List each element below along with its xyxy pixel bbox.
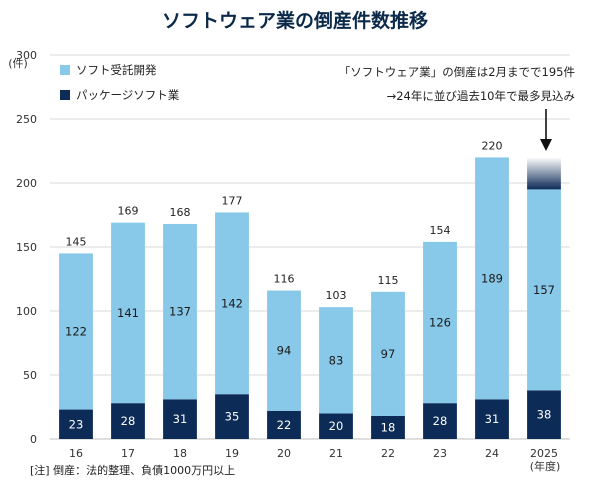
bar-segment [215,394,249,439]
bar-segment [371,291,405,416]
bar-segment [527,189,561,391]
bar-value-label: 141 [117,306,139,320]
projection-segment [527,157,561,190]
bar-value-label: 126 [429,316,451,330]
x-tick-label: 22 [381,447,395,460]
bar-segment [319,413,353,439]
x-tick-label: 19 [225,447,239,460]
bar-segment [423,403,457,439]
bar-total-label: 116 [274,273,295,286]
bar-total-label: 169 [118,205,139,218]
x-axis-ticks: 16 17 18 19 20 21 22 23 24 2025 [69,447,558,460]
x-tick-label: 20 [277,447,291,460]
bar-segment [267,290,301,411]
bar-value-label: 94 [277,344,292,358]
bar-value-label: 22 [277,418,292,432]
legend-swatch [60,65,70,75]
bar-value-label: 35 [225,410,240,424]
bar-value-label: 189 [481,271,503,285]
y-tick-label: 150 [16,241,37,254]
bar-segment [215,212,249,395]
chart-title: ソフトウェア業の倒産件数推移 [162,9,428,32]
bar-segment [163,399,197,439]
bar-segment [59,253,93,410]
y-tick-label: 300 [16,49,37,62]
x-tick-label: 2025 [530,447,558,460]
bar-value-label: 31 [173,412,188,426]
bar-value-label: 137 [169,305,191,319]
x-tick-label: 24 [485,447,499,460]
bar-value-label: 83 [329,353,344,367]
x-tick-label: 16 [69,447,83,460]
bar-value-label: 97 [381,347,396,361]
bar-value-label: 157 [533,283,555,297]
x-tick-label: 18 [173,447,187,460]
bar-segment [111,222,145,404]
bar-value-label: 122 [65,324,87,338]
bars: 23 122 145 28 141 169 31 137 168 35 142 177 22 94 116 2… [59,139,561,439]
legend-label: ソフト受託開発 [76,63,157,77]
y-axis-ticks: 0 50 100 150 200 250 300 [16,49,37,446]
bar-value-label: 20 [329,419,344,433]
x-tick-label: 21 [329,447,343,460]
bar-segment [475,157,509,400]
annotation-arrow [540,109,552,151]
annotation-line-2: →24年に並び過去10年で最多見込み [387,89,575,103]
bar-segment [423,241,457,404]
bar-total-label: 220 [482,139,503,152]
bar-value-label: 28 [121,414,136,428]
bar-total-label: 103 [326,289,347,302]
y-tick-label: 0 [30,433,37,446]
bar-value-label: 18 [381,420,396,434]
bar-segment [267,410,301,439]
bar-total-label: 154 [430,224,451,237]
y-tick-label: 250 [16,113,37,126]
legend-swatch [60,90,70,100]
x-axis-unit: (年度) [530,459,561,473]
y-tick-label: 200 [16,177,37,190]
bar-value-label: 23 [69,417,84,431]
y-axis-unit: (件) [8,57,28,70]
bar-total-label: 145 [66,235,87,248]
legend-label: パッケージソフト業 [76,88,180,102]
bar-value-label: 28 [433,414,448,428]
bar-value-label: 38 [537,408,552,422]
bar-total-label: 177 [222,194,243,207]
bar-segment [59,409,93,439]
bar-segment [319,307,353,414]
footnote: [注] 倒産：法的整理、負債1000万円以上 [30,463,235,477]
y-tick-label: 100 [16,305,37,318]
bar-total-label: 168 [170,206,191,219]
annotation-line-1: 「ソフトウェア業」の倒産は2月までで195件 [339,65,575,79]
bar-value-label: 142 [221,296,243,310]
bar-value-label: 31 [485,412,500,426]
bar-segment [527,390,561,439]
x-tick-label: 17 [121,447,135,460]
bar-segment [163,223,197,400]
bar-segment [111,403,145,439]
y-tick-label: 50 [23,369,37,382]
x-tick-label: 23 [433,447,447,460]
bar-total-label: 115 [378,274,399,287]
bar-segment [475,399,509,439]
bar-segment [371,415,405,439]
